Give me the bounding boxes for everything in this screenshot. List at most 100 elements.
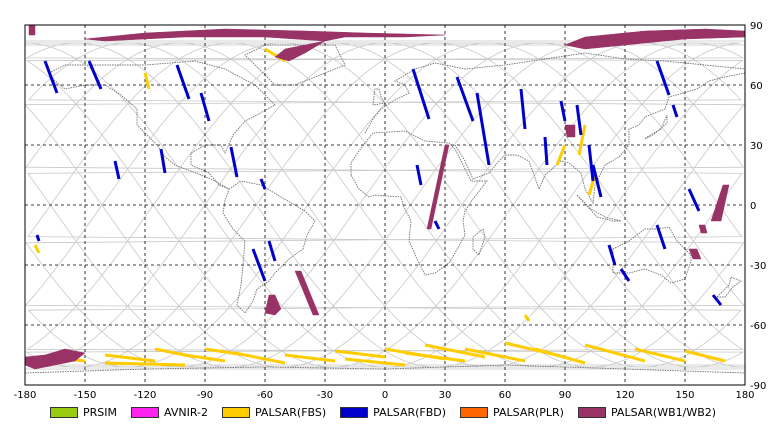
y-tick-label: -30	[750, 261, 766, 272]
coastline	[372, 88, 386, 106]
swath-palsar-fbd	[159, 148, 167, 174]
swath-palsar-wb1-wb2	[564, 28, 746, 50]
swath-palsar-fbd	[455, 76, 475, 122]
y-tick-label: 30	[750, 141, 763, 152]
legend-swatch	[50, 406, 78, 418]
swath-palsar-fbd	[199, 92, 211, 122]
legend-label: PALSAR(WB1/WB2)	[610, 405, 717, 419]
legend-swatch	[221, 406, 250, 418]
swath-palsar-fbs	[577, 124, 587, 156]
x-tick-label: -60	[257, 390, 273, 401]
legend-swatch	[340, 406, 369, 418]
swath-palsar-wb1-wb2	[426, 144, 450, 230]
swath-palsar-fbd	[519, 88, 527, 130]
legend-item: PALSAR(WB1/WB2)	[577, 405, 717, 419]
swath-palsar-fbd	[607, 244, 617, 266]
x-tick-label: -120	[134, 390, 157, 401]
swath-palsar-wb1-wb2	[294, 270, 320, 316]
swath-palsar-wb1-wb2	[28, 24, 36, 36]
legend-item: PALSAR(FBD)	[340, 406, 446, 419]
swath-layer	[24, 24, 746, 370]
swath-palsar-fbd	[591, 164, 603, 198]
x-tick-label: 30	[439, 390, 452, 401]
swath-palsar-fbd	[259, 178, 267, 190]
y-tick-label: -90	[750, 381, 766, 392]
swath-palsar-fbd	[433, 220, 441, 230]
swath-palsar-fbs	[684, 349, 726, 363]
swath-palsar-fbs	[184, 353, 226, 363]
swath-palsar-fbd	[543, 136, 549, 166]
swath-palsar-fbd	[415, 164, 423, 186]
x-tick-labels: -180 -150 -120 -90 -60 -30 0 30 60 90 120 150 180	[14, 390, 755, 401]
swath-palsar-fbd	[655, 224, 667, 250]
swath-palsar-fbd	[175, 64, 191, 100]
swath-palsar-fbd	[711, 294, 723, 306]
x-tick-label: -30	[317, 390, 333, 401]
y-tick-label: 60	[750, 81, 763, 92]
orbit-track	[178, 42, 540, 368]
swath-palsar-wb1-wb2	[688, 248, 702, 260]
swath-palsar-fbs	[284, 353, 336, 363]
x-tick-label: 120	[615, 390, 634, 401]
swath-palsar-fbs	[344, 357, 406, 367]
coastline	[472, 228, 486, 256]
coastline	[644, 114, 668, 140]
legend-label: PALSAR(FBS)	[254, 405, 327, 419]
swath-palsar-wb1-wb2	[698, 224, 708, 234]
swath-palsar-wb1-wb2	[710, 184, 730, 222]
swath-palsar-fbd	[87, 60, 103, 90]
legend-item: PRSIM	[50, 406, 117, 419]
x-tick-label: -150	[74, 390, 97, 401]
swath-palsar-fbd	[575, 104, 583, 136]
swath-palsar-fbd	[559, 100, 567, 122]
legend: PRSIM AVNIR-2 PALSAR(FBS) PALSAR(FBD) PALSAR…	[20, 402, 760, 422]
swath-palsar-fbd	[251, 248, 267, 282]
swath-palsar-fbs	[584, 343, 646, 363]
legend-swatch	[131, 406, 159, 418]
x-tick-label: 60	[499, 390, 512, 401]
legend-swatch	[460, 406, 489, 418]
x-tick-label: -180	[14, 390, 37, 401]
plot-border	[24, 24, 746, 386]
orbit-track	[76, 42, 437, 368]
x-tick-label: 90	[559, 390, 572, 401]
legend-item: PALSAR(FBS)	[221, 405, 327, 419]
coastline	[454, 72, 746, 205]
swath-palsar-fbs	[523, 314, 531, 322]
swath-palsar-fbd	[267, 240, 277, 262]
y-tick-label: -60	[750, 321, 766, 332]
orbit-track	[281, 42, 642, 368]
coastline	[612, 226, 692, 284]
x-tick-label: -90	[197, 390, 213, 401]
swath-palsar-fbs	[334, 349, 386, 359]
coastline	[364, 52, 746, 134]
swath-palsar-fbs	[404, 351, 466, 363]
legend-label: PALSAR(FBD)	[373, 405, 447, 419]
swath-palsar-fbs	[143, 72, 151, 90]
coastline	[350, 130, 488, 276]
swath-palsar-fbs	[104, 353, 156, 363]
coastline	[716, 276, 742, 298]
swath-palsar-fbd	[35, 234, 41, 242]
swath-palsar-fbd	[475, 92, 491, 166]
swath-palsar-fbs	[104, 361, 186, 367]
swath-palsar-wb1-wb2	[564, 124, 576, 138]
swath-palsar-fbd	[619, 268, 631, 282]
swath-palsar-fbs	[534, 347, 586, 365]
swath-palsar-fbd	[411, 68, 431, 120]
legend-item: AVNIR-2	[131, 406, 208, 419]
swath-palsar-fbd	[113, 160, 121, 180]
swath-palsar-fbs	[424, 343, 486, 359]
swath-palsar-wb1-wb2	[24, 348, 86, 370]
swath-palsar-fbs	[634, 347, 686, 363]
y-tick-label: 0	[750, 201, 756, 212]
x-tick-label: 150	[675, 390, 694, 401]
swath-palsar-fbd	[587, 144, 595, 182]
swath-palsar-fbs	[33, 244, 41, 254]
swath-palsar-fbd	[671, 104, 679, 118]
swath-palsar-fbs	[234, 351, 286, 365]
swath-palsar-fbd	[655, 60, 671, 96]
orbit-track	[25, 42, 744, 368]
coastline	[48, 60, 316, 314]
